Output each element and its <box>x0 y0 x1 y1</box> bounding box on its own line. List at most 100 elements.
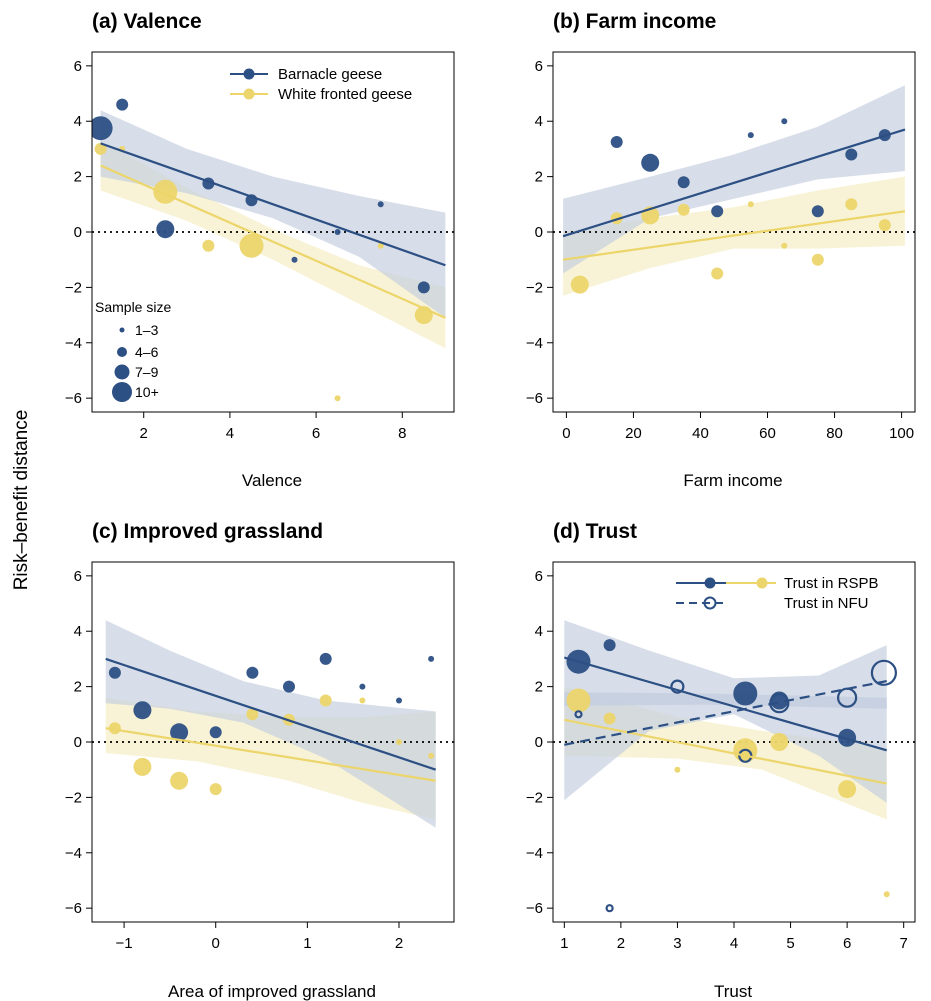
panel-c-x-tick-label: 2 <box>395 935 403 952</box>
panel-b-x-tick-label: 80 <box>826 425 843 442</box>
panel-b-x-tick-label: 60 <box>759 425 776 442</box>
legend-nfu-marker <box>703 596 717 610</box>
panel-a-x-tick-label: 6 <box>312 425 320 442</box>
panel-b-title: (b) Farm income <box>553 10 716 33</box>
size-marker-10plus <box>112 382 132 402</box>
panel-c-series-0-point-3 <box>209 726 222 739</box>
legend-barnacle-marker <box>243 68 255 80</box>
panel-c-series-1-fit-line <box>105 727 436 782</box>
panel-a-series-1-point-6 <box>377 242 384 249</box>
panel-d-confidence-band-0 <box>564 620 887 803</box>
panel-c-series-1-point-2 <box>170 771 189 790</box>
panel-b-series-0-point-3 <box>711 205 724 218</box>
size-marker-1-3 <box>119 327 125 333</box>
panel-a-series-0-point-7 <box>377 201 384 208</box>
panel-d-series-2-fit-line <box>564 718 887 785</box>
panel-b-y-tick-label: 4 <box>535 113 543 130</box>
panel-a-confidence-band-0 <box>100 110 446 318</box>
panel-c-y-tick-label: −2 <box>65 789 82 806</box>
panel-b-series-1-point-6 <box>781 242 788 249</box>
panel-a-y-tick-label: 2 <box>74 169 82 186</box>
panel-c-title: (c) Improved grassland <box>92 520 323 543</box>
panel-a-y-tick-label: 0 <box>74 224 82 241</box>
panel-d-x-axis-label: Trust <box>714 982 752 1001</box>
panel-d-series-0-fit-line <box>564 656 888 752</box>
panel-b-y-tick-label: 2 <box>535 169 543 186</box>
panel-c-series-0-point-5 <box>283 680 295 693</box>
panel-b-series-1-point-4 <box>711 267 724 280</box>
panel-c-series-1-point-9 <box>428 752 435 759</box>
panel-b-x-tick-label: 100 <box>889 425 914 442</box>
panel-c-series-0-point-0 <box>108 666 121 679</box>
panel-c-x-tick-label: −1 <box>116 935 133 952</box>
panel-c-y-tick-label: −6 <box>65 900 82 917</box>
panel-improved-grassland: (c) Improved grassland Area of improved … <box>65 520 455 1001</box>
panel-c-y-tick-label: −4 <box>65 845 82 862</box>
panel-d-series-0-point-2 <box>733 681 758 706</box>
panel-b-series-1-point-5 <box>747 201 754 208</box>
panel-b-y-tick-label: −4 <box>526 335 543 352</box>
panel-d-series-2-point-2 <box>674 766 681 773</box>
panel-a-series-1-point-2 <box>153 179 178 204</box>
panel-d-series-2-point-4 <box>770 733 789 751</box>
panel-c-series-0-point-1 <box>133 701 152 720</box>
legend-rspb-label: Trust in RSPB <box>784 575 878 592</box>
panel-d-y-tick-label: 6 <box>535 568 543 585</box>
panel-b-series-0-point-6 <box>811 205 824 218</box>
panel-b-x-tick-label: 40 <box>692 425 709 442</box>
panel-b-series-0-point-2 <box>677 176 690 189</box>
panel-b-y-tick-label: 0 <box>535 224 543 241</box>
panel-c-series-0-point-4 <box>246 666 259 679</box>
panel-a-series-1-point-3 <box>202 239 215 252</box>
panel-a-y-tick-label: 4 <box>74 113 82 130</box>
panel-d-series-2-point-0 <box>566 688 591 713</box>
panel-b-series-0-point-7 <box>845 148 858 161</box>
panel-b-x-axis-label: Farm income <box>683 471 782 490</box>
sample-size-legend: Sample size 1–3 4–6 7–9 10+ <box>95 299 171 402</box>
panel-a-series-0-point-2 <box>156 220 175 239</box>
panel-a-series-1-point-5 <box>334 395 341 402</box>
panel-c-y-tick-label: 4 <box>74 623 82 640</box>
panel-b-series-0-point-4 <box>747 132 754 139</box>
panel-b-y-tick-label: −6 <box>526 390 543 407</box>
panel-a-x-tick-label: 2 <box>140 425 148 442</box>
panel-c-series-1-point-3 <box>209 783 222 796</box>
panel-a-series-1-point-4 <box>239 233 264 258</box>
panel-d-plot-area <box>553 620 915 913</box>
size-marker-4-6 <box>117 347 127 357</box>
panel-c-series-0-point-9 <box>428 655 435 662</box>
panel-b-series-1-point-3 <box>677 203 690 216</box>
panel-b-confidence-band-0 <box>563 85 905 274</box>
panel-a-x-axis-label: Valence <box>242 471 302 490</box>
panel-c-series-0-point-2 <box>170 723 189 742</box>
species-legend: Barnacle geese White fronted geese <box>230 66 412 103</box>
panel-b-series-0-point-1 <box>641 153 660 172</box>
panel-c-series-1-point-8 <box>396 739 402 745</box>
panel-b-series-1-point-8 <box>845 198 858 211</box>
panel-d-series-1-point-0 <box>574 710 583 719</box>
panel-b-y-tick-label: −2 <box>526 279 543 296</box>
panel-c-series-0-point-8 <box>396 697 402 704</box>
panel-a-series-0-point-5 <box>291 256 298 263</box>
panel-d-series-2-point-6 <box>883 891 890 898</box>
panel-b-plot-area <box>553 85 915 296</box>
panel-c-series-0-point-7 <box>359 683 366 690</box>
panel-b-x-tick-label: 0 <box>562 425 570 442</box>
panel-b-series-0-point-0 <box>610 136 623 148</box>
panel-d-x-tick-label: 1 <box>560 935 568 952</box>
panel-a-y-tick-label: −4 <box>65 335 82 352</box>
panel-d-x-tick-label: 3 <box>673 935 681 952</box>
panel-d-x-tick-label: 5 <box>786 935 794 952</box>
panel-valence: (a) Valence Valence −6 −4 −2 0 2 4 6 2 4 6 8 <box>65 10 455 490</box>
panel-d-series-0-point-1 <box>603 639 616 652</box>
panel-a-y-tick-label: 6 <box>74 58 82 75</box>
panel-c-y-tick-label: 0 <box>74 734 82 751</box>
panel-d-y-tick-label: −4 <box>526 845 543 862</box>
panel-d-y-tick-label: −6 <box>526 900 543 917</box>
sample-size-legend-title: Sample size <box>95 299 171 315</box>
legend-white-marker <box>243 88 255 100</box>
panel-a-series-0-fit-line <box>100 142 446 267</box>
panel-c-y-tick-label: 6 <box>74 568 82 585</box>
panel-d-series-1-fit-line <box>564 679 887 746</box>
